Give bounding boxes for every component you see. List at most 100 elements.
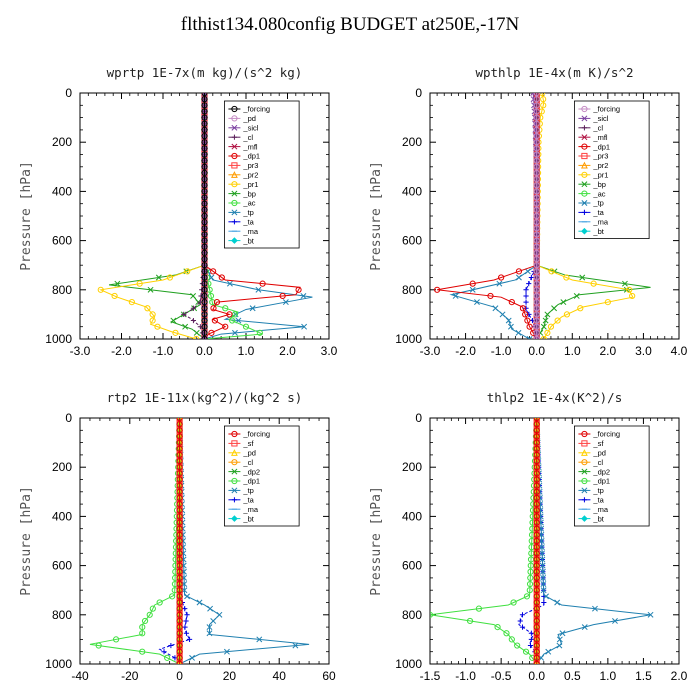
series-forcing-point: [176, 464, 183, 471]
series-bp-point: [190, 292, 197, 299]
series-dp1-point: [172, 574, 179, 582]
x-tick-label: 1.0: [564, 344, 581, 358]
series-tp-point: [492, 305, 499, 312]
series-tp-point: [216, 611, 223, 618]
series-dp1-point: [528, 531, 536, 538]
series-dp1-point: [526, 580, 534, 588]
legend-tp-label: _tp: [592, 199, 603, 208]
series-forcing-point: [533, 476, 540, 483]
series-forcing-point: [176, 451, 183, 458]
series-pr1-point: [547, 323, 555, 330]
y-tick-label: 600: [52, 559, 72, 573]
series-sicl-point: [532, 139, 539, 146]
series-forcing-point: [533, 421, 540, 428]
series-tp-point: [292, 642, 299, 649]
x-tick-label: 3.0: [635, 344, 652, 358]
series-forcing-point: [201, 305, 208, 312]
legend-cl-label: _cl: [592, 458, 603, 467]
series-dp1-point: [526, 587, 533, 594]
series-dp1-point: [466, 617, 474, 625]
series-forcing-point: [176, 457, 183, 465]
series-tp-point: [255, 286, 262, 293]
series-forcing-point: [176, 550, 183, 557]
series-forcing-point: [533, 580, 540, 588]
legend-tp-point: [581, 487, 588, 494]
legend-dp1-point: [231, 152, 238, 160]
series-forcing-point: [533, 305, 540, 312]
x-tick-label: -3.0: [420, 344, 441, 358]
series-forcing-point: [176, 593, 183, 600]
series-forcing-point: [533, 194, 540, 201]
series-forcing-point: [533, 556, 540, 563]
legend-ta-label: _ta: [242, 496, 254, 505]
series-forcing-point: [176, 562, 183, 569]
series-pr1-point: [590, 280, 597, 287]
x-tick-label: 4.0: [671, 344, 688, 358]
series-dp1-point: [508, 299, 515, 306]
series-dp1-point: [434, 286, 441, 293]
panel-title: wprtp 1E-7x(m kg)/(s^2 kg): [107, 65, 303, 80]
series-tp-point: [226, 280, 233, 287]
series-bp-point: [170, 317, 177, 324]
legend-pr3-point: [581, 152, 588, 160]
legend-ta-point: [231, 219, 238, 225]
series-tp-point: [208, 274, 215, 281]
series-tp-point: [545, 648, 552, 655]
series-pr1-point: [563, 274, 570, 281]
series-forcing-point: [533, 519, 540, 526]
legend-ta-point: [581, 497, 588, 503]
series-forcing-point: [176, 418, 183, 422]
series-forcing-point: [201, 311, 208, 318]
series-forcing-point: [176, 427, 183, 434]
x-tick-label: -2.0: [455, 344, 476, 358]
x-tick-label: 40: [273, 669, 287, 683]
series-ac-point: [256, 329, 263, 336]
series-dp1-point: [146, 611, 153, 618]
series-forcing-point: [533, 176, 540, 183]
series-dp1-line: [89, 418, 181, 664]
legend-ma-label: _ma: [242, 227, 258, 236]
series-dp1-point: [279, 292, 286, 300]
legend-pd-point: [231, 115, 238, 122]
series-cl-point: [198, 293, 204, 299]
series-pr1-point: [577, 305, 584, 312]
series-tp-point: [452, 292, 459, 299]
legend-pr1-point: [231, 181, 238, 188]
series-forcing-point: [533, 593, 540, 600]
series-forcing-point: [533, 188, 540, 195]
series-forcing-point: [533, 335, 540, 339]
series-ta-point: [182, 606, 188, 612]
series-tp-point: [543, 593, 550, 600]
series-forcing-point: [533, 225, 540, 232]
series-dp1-point: [141, 617, 149, 625]
series-ta-point: [526, 281, 532, 287]
series-ta-point: [541, 599, 547, 606]
series-forcing-point: [201, 274, 208, 281]
series-bp-point: [560, 299, 567, 306]
series-bp-point: [621, 280, 628, 287]
series-ac-point: [222, 305, 229, 312]
series-forcing-point: [201, 200, 208, 207]
series-dp1-point: [527, 574, 534, 582]
legend-forcing-point: [581, 430, 588, 438]
series-ta-point: [528, 630, 534, 636]
series-dp1-point: [139, 630, 146, 637]
y-tick-label: 200: [402, 135, 422, 149]
series-tp-point: [189, 654, 196, 661]
series-ta-point: [528, 636, 534, 642]
series-forcing-point: [201, 188, 208, 195]
x-tick-label: -1.0: [153, 344, 174, 358]
series-forcing-point: [533, 464, 540, 471]
series-dp1-line: [430, 418, 538, 664]
series-forcing-point: [201, 108, 208, 115]
series-sicl-point: [532, 133, 539, 140]
legend-box: [574, 100, 650, 240]
series-forcing-point: [176, 568, 183, 575]
series-bp-point: [182, 323, 189, 330]
series-forcing-point: [533, 262, 540, 269]
series-forcing-point: [533, 427, 540, 434]
series-forcing-point: [533, 299, 540, 306]
series-bp-line: [108, 93, 205, 339]
series-forcing-point: [533, 550, 540, 557]
legend-sicl-point: [231, 124, 238, 131]
